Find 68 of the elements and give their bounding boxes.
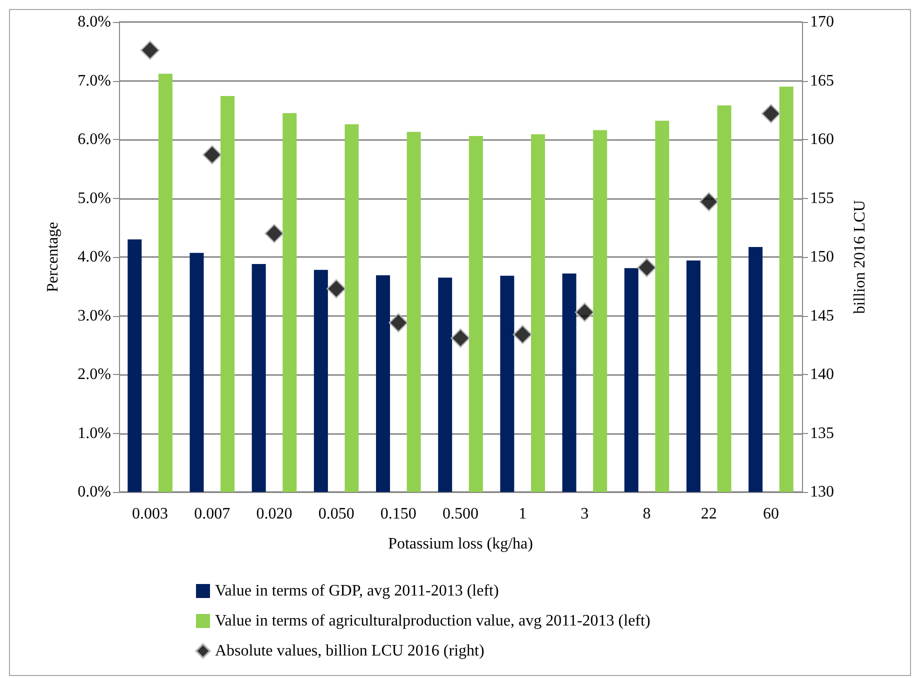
bar	[717, 105, 732, 492]
x-tick-label: 0.050	[318, 506, 354, 522]
legend-label: Value in terms of agriculturalproduction value, avg 2011-2013 (left)	[215, 612, 650, 630]
y-tick-label: 1.0%	[78, 424, 111, 442]
bar	[500, 276, 514, 492]
point	[202, 145, 222, 165]
bar	[686, 260, 700, 492]
y2-tick-label: 145	[810, 307, 834, 324]
y-tick-label: 3.0%	[78, 307, 111, 324]
point	[637, 258, 657, 278]
x-tick-label: 8	[642, 506, 651, 522]
bar	[314, 270, 328, 492]
point	[388, 313, 408, 333]
y2-tick-label: 155	[810, 190, 834, 207]
y2-tick-label: 135	[810, 424, 834, 442]
bar	[438, 278, 452, 492]
y2-tick-label: 160	[810, 131, 834, 148]
y-tick-label: 7.0%	[78, 72, 111, 90]
bar	[530, 134, 545, 492]
y2-tick-label: 170	[810, 14, 834, 30]
bar	[593, 130, 608, 492]
y-tick-label: 4.0%	[78, 248, 111, 266]
x-tick-label: 0.003	[132, 506, 168, 522]
bar	[282, 113, 297, 492]
bar	[158, 74, 172, 492]
x-tick-label: 60	[762, 506, 779, 522]
x-tick-label: 1	[518, 506, 527, 522]
bar	[468, 136, 483, 492]
bar	[220, 96, 235, 492]
y-tick-label: 0.0%	[78, 484, 111, 500]
bar	[376, 275, 390, 492]
y2-tick-label: 165	[810, 72, 834, 90]
y2-tick-label: 140	[810, 366, 834, 383]
y-tick-label: 6.0%	[78, 131, 111, 148]
bar	[128, 239, 142, 492]
bar	[344, 124, 359, 492]
x-tick-label: 0.007	[194, 506, 230, 522]
point	[264, 224, 284, 244]
bar	[655, 120, 670, 492]
point	[761, 104, 781, 124]
x-tick-label: 3	[580, 506, 589, 522]
x-tick-label: 22	[700, 506, 717, 522]
x-axis-title: Potassium loss (kg/ha)	[388, 536, 533, 552]
bar	[562, 273, 576, 492]
y2-tick-label: 150	[810, 248, 834, 266]
bar	[748, 247, 763, 492]
point	[450, 328, 470, 348]
legend-label: Value in terms of GDP, avg 2011-2013 (left)	[215, 582, 499, 600]
point	[512, 324, 532, 344]
x-tick-label: 0.500	[442, 506, 478, 522]
y-tick-label: 8.0%	[78, 14, 111, 30]
point	[140, 40, 160, 60]
x-tick-label: 0.150	[380, 506, 416, 522]
bar	[190, 252, 204, 492]
y2-axis-title: billion 2016 LCU	[852, 200, 868, 314]
point	[326, 278, 346, 298]
bar	[252, 264, 266, 492]
y2-tick-label: 130	[810, 484, 834, 500]
point	[699, 192, 719, 212]
y-axis-title: Percentage	[44, 222, 62, 292]
bar	[624, 268, 638, 492]
y-tick-label: 5.0%	[78, 190, 111, 207]
bar	[406, 132, 421, 492]
y-tick-label: 2.0%	[78, 366, 111, 383]
bar	[779, 86, 794, 492]
x-tick-label: 0.020	[256, 506, 292, 522]
point	[574, 302, 594, 322]
legend-label: Absolute values, billion LCU 2016 (right)	[215, 642, 484, 660]
